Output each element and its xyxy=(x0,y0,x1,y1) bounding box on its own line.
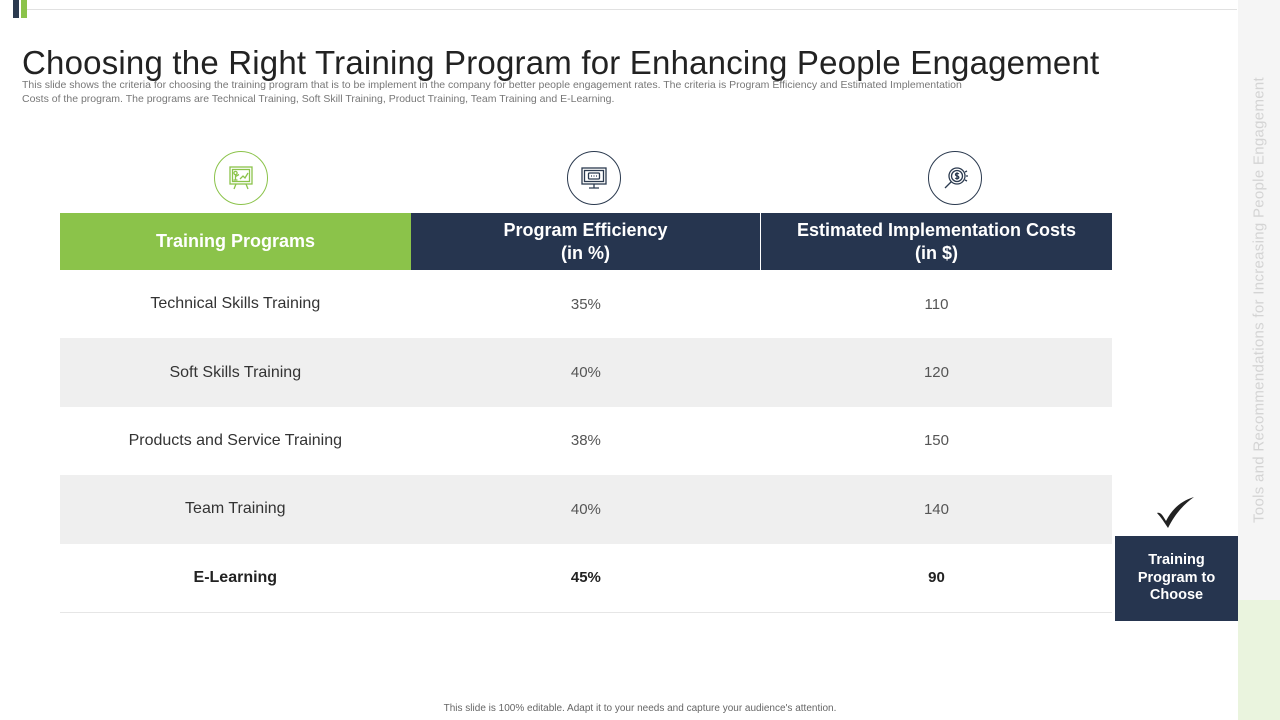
side-label: Tools and Recommendations for Increasing… xyxy=(1238,0,1280,600)
page-title: Choosing the Right Training Program for … xyxy=(22,44,1100,82)
header-efficiency-line2: (in %) xyxy=(561,242,610,263)
table-row: Technical Skills Training 35% 110 xyxy=(60,270,1112,338)
table-row-selected: E-Learning 45% 90 xyxy=(60,544,1112,613)
side-panel-accent xyxy=(1238,600,1280,720)
footer-note: This slide is 100% editable. Adapt it to… xyxy=(443,703,837,714)
chosen-label-line2: Program to xyxy=(1137,569,1216,586)
checkmark-icon xyxy=(1154,495,1198,531)
header-implementation-costs: Estimated Implementation Costs (in $) xyxy=(761,213,1112,270)
cell-efficiency: 35% xyxy=(570,295,601,313)
accent-bar-dark xyxy=(13,0,19,18)
table-row: Products and Service Training 38% 150 xyxy=(60,407,1112,475)
training-comparison-table: Training Programs Program Efficiency (in… xyxy=(60,213,1112,613)
cell-program: Team Training xyxy=(185,500,286,518)
header-cost-line2: (in $) xyxy=(915,242,958,263)
top-divider xyxy=(27,9,1237,10)
cell-cost: 140 xyxy=(923,500,949,518)
header-training-programs-label: Training Programs xyxy=(155,231,316,251)
cell-cost: 150 xyxy=(923,432,949,450)
cell-efficiency: 38% xyxy=(570,432,601,450)
dollar-search-icon xyxy=(928,151,982,205)
table-row: Team Training 40% 140 xyxy=(60,475,1112,544)
cell-cost: 90 xyxy=(928,569,945,587)
cell-efficiency: 40% xyxy=(570,500,601,518)
chosen-label-line3: Choose xyxy=(1149,587,1204,604)
cell-cost: 120 xyxy=(923,364,949,382)
chosen-label-line1: Training xyxy=(1148,552,1205,569)
slide-description: This slide shows the criteria for choosi… xyxy=(22,79,962,105)
header-training-programs: Training Programs xyxy=(60,213,411,270)
table-row: Soft Skills Training 40% 120 xyxy=(60,338,1112,407)
header-efficiency-line1: Program Efficiency xyxy=(503,219,668,240)
monitor-code-icon xyxy=(567,151,621,205)
header-cost-line1: Estimated Implementation Costs xyxy=(796,219,1077,240)
cell-program: Soft Skills Training xyxy=(169,363,302,381)
cell-program: Technical Skills Training xyxy=(150,295,321,313)
training-presentation-icon xyxy=(214,151,268,205)
cell-cost: 110 xyxy=(924,295,949,313)
cell-efficiency: 45% xyxy=(570,569,601,587)
side-label-text: Tools and Recommendations for Increasing… xyxy=(1250,77,1268,523)
table-header-row: Training Programs Program Efficiency (in… xyxy=(60,213,1112,270)
chosen-program-label: Training Program to Choose xyxy=(1115,536,1238,621)
accent-bar-green xyxy=(21,0,27,18)
cell-program: Products and Service Training xyxy=(128,431,343,449)
header-program-efficiency: Program Efficiency (in %) xyxy=(411,213,761,270)
cell-efficiency: 40% xyxy=(570,364,601,382)
cell-program: E-Learning xyxy=(193,568,278,586)
